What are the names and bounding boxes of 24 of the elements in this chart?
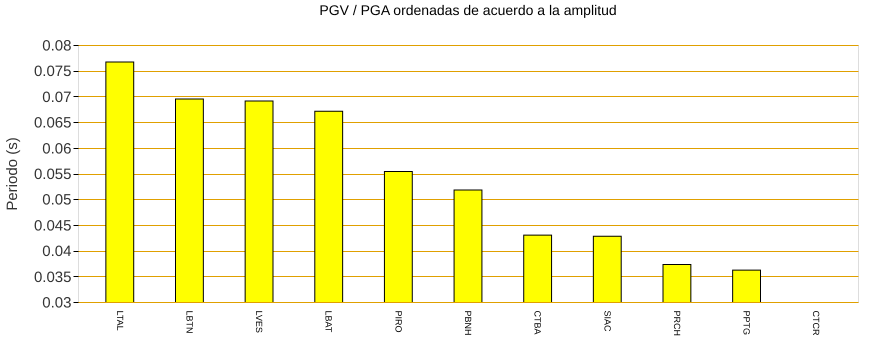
x-tick-label: PRCH [672,310,682,336]
x-tick-label: LTAL [114,310,125,331]
y-tick-label: 0.05 [42,192,72,209]
x-tick-label: PBNH [463,310,473,336]
x-tick-label: SIAC [602,310,612,332]
y-tick-label: 0.04 [42,243,72,260]
x-tick-label: LBTN [184,310,194,334]
x-tick-label: CTCR [811,310,822,336]
y-tick-label: 0.035 [34,268,72,286]
x-tick-label: LBAT [324,310,334,333]
chart-title: PGV / PGA ordenadas de acuerdo a la amplitud [319,2,617,18]
y-tick-label: 0.055 [34,166,72,183]
y-tick-label: 0.08 [42,38,72,54]
x-tick-label: PIRO [393,310,404,333]
x-tick-label: CTBA [532,310,543,335]
y-tick-label: 0.075 [34,63,72,80]
y-axis-title: Periodo (s) [4,137,21,211]
y-tick-label: 0.07 [42,88,72,106]
x-tick-label: LVES [254,310,264,333]
y-tick-label: 0.065 [34,114,72,132]
y-tick-label: 0.03 [42,294,72,312]
y-tick-label: 0.045 [34,217,72,234]
x-tick-label: PPTG [742,310,752,336]
y-tick-label: 0.06 [42,140,72,158]
